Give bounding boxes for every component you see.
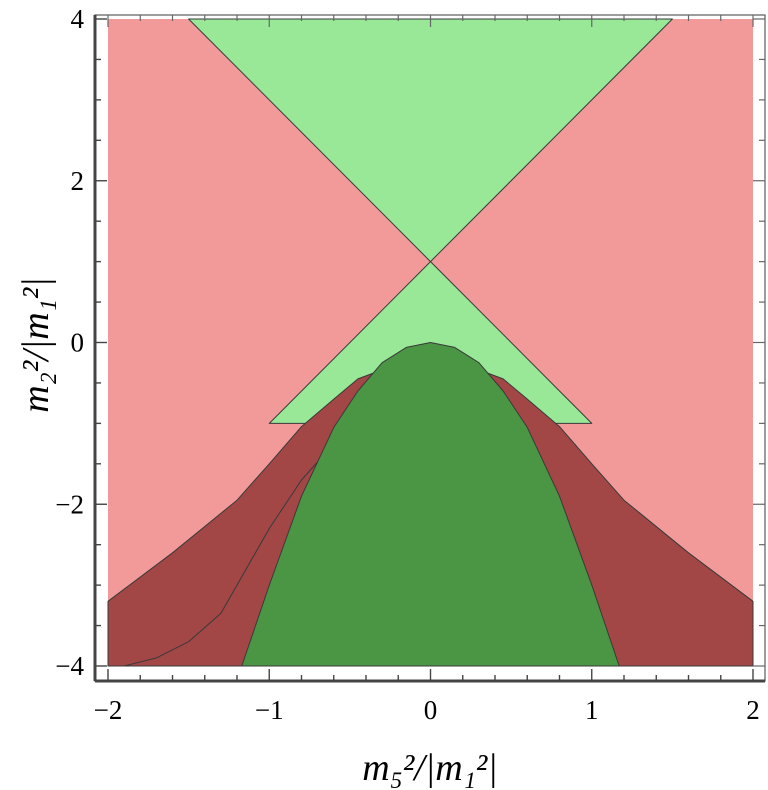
chart-regions bbox=[107, 18, 754, 667]
y-tick-label: 0 bbox=[71, 328, 85, 358]
y-tick-label: −4 bbox=[55, 651, 84, 681]
axis-ticks: −2 −1 0 1 2 −4 −2 0 2 4 bbox=[55, 4, 765, 725]
y-axis-label: m₂²/|m₁²| bbox=[15, 277, 57, 413]
x-tick-label: 2 bbox=[746, 695, 760, 725]
y-tick-label: −2 bbox=[55, 489, 84, 519]
y-tick-label: 4 bbox=[71, 4, 85, 34]
x-tick-label: 1 bbox=[585, 695, 599, 725]
x-tick-label: 0 bbox=[424, 695, 438, 725]
x-axis-label: m₅²/|m₁²| bbox=[362, 747, 498, 789]
x-tick-label: −1 bbox=[255, 695, 284, 725]
dark-green-parabola bbox=[241, 342, 620, 667]
x-tick-label: −2 bbox=[94, 695, 123, 725]
y-tick-label: 2 bbox=[71, 166, 85, 196]
